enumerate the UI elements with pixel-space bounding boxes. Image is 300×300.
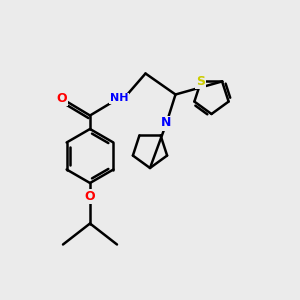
- Text: S: S: [196, 75, 206, 88]
- Text: O: O: [56, 92, 67, 105]
- Text: N: N: [161, 116, 172, 130]
- Text: O: O: [85, 190, 95, 203]
- Text: NH: NH: [110, 93, 128, 103]
